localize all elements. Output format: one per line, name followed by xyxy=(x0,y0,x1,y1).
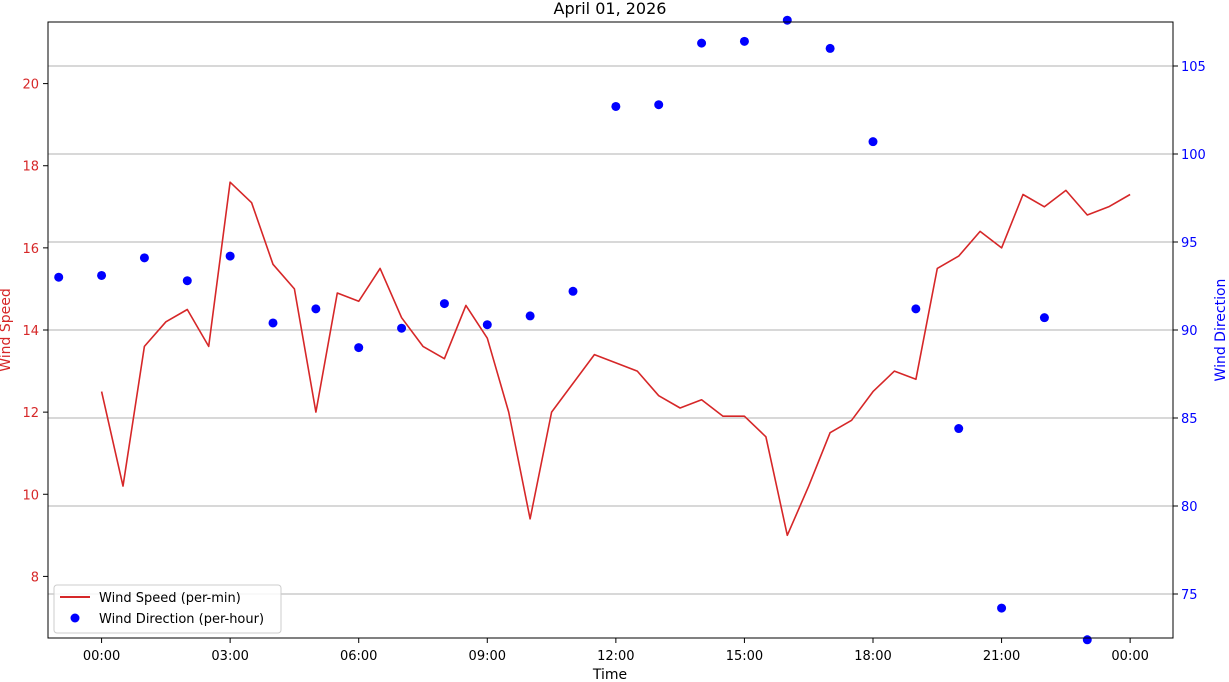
legend-dot-marker xyxy=(70,613,80,623)
x-tick-label: 06:00 xyxy=(340,649,377,664)
y-left-tick-label: 20 xyxy=(22,78,39,93)
y-left-tick-label: 12 xyxy=(22,406,39,421)
wind-direction-point xyxy=(739,36,749,46)
wind-direction-point xyxy=(139,253,149,263)
chart-title: April 01, 2026 xyxy=(554,0,667,18)
wind-direction-point xyxy=(225,251,235,261)
y-left-tick-label: 8 xyxy=(31,570,39,585)
y-right-tick-label: 90 xyxy=(1181,324,1198,339)
series-line-wind-speed xyxy=(100,181,1131,537)
y-right-tick-label: 100 xyxy=(1181,148,1206,163)
wind-direction-point xyxy=(825,43,835,53)
y-axis-label-left: Wind Speed xyxy=(0,288,14,372)
legend-label-speed: Wind Speed (per-min) xyxy=(99,591,241,606)
x-tick-label: 15:00 xyxy=(726,649,763,664)
x-tick-label: 03:00 xyxy=(211,649,248,664)
x-tick-label: 09:00 xyxy=(469,649,506,664)
y-axis-label-right: Wind Direction xyxy=(1213,279,1229,382)
wind-direction-point xyxy=(954,424,964,434)
y-left-tick-label: 18 xyxy=(22,160,39,175)
wind-direction-point xyxy=(54,272,64,282)
y-right-tick-label: 105 xyxy=(1181,60,1206,75)
x-tick-label: 00:00 xyxy=(83,649,120,664)
wind-direction-point xyxy=(397,323,407,333)
y-left-tick-label: 14 xyxy=(22,324,39,339)
wind-direction-point xyxy=(568,286,578,296)
wind-direction-point xyxy=(482,320,492,330)
wind-direction-point xyxy=(1082,635,1092,645)
axes: 75 80 85 90 95 100 105 8 10 12 14 16 18 20 00:00 03:00 0… xyxy=(22,60,1205,664)
wind-direction-point xyxy=(654,100,664,110)
x-tick-label: 18:00 xyxy=(854,649,891,664)
x-tick-label: 12:00 xyxy=(597,649,634,664)
wind-direction-point xyxy=(525,311,535,321)
wind-direction-point xyxy=(911,304,921,314)
x-axis-label: Time xyxy=(592,667,627,682)
wind-direction-point xyxy=(439,299,449,309)
wind-direction-point xyxy=(611,101,621,111)
wind-direction-point xyxy=(354,343,364,353)
y-right-tick-label: 95 xyxy=(1181,236,1198,251)
wind-direction-point xyxy=(868,137,878,147)
wind-direction-point xyxy=(97,270,107,280)
wind-direction-point xyxy=(997,603,1007,613)
legend-box xyxy=(53,584,282,634)
wind-direction-point xyxy=(697,38,707,48)
series-layer xyxy=(54,15,1131,645)
legend: Wind Speed (per-min) Wind Direction (per… xyxy=(53,584,282,634)
x-tick-label: 00:00 xyxy=(1111,649,1148,664)
wind-direction-point xyxy=(1039,313,1049,323)
y-right-tick-label: 80 xyxy=(1181,500,1198,515)
y-left-tick-label: 16 xyxy=(22,242,39,257)
y-right-tick-label: 85 xyxy=(1181,412,1198,427)
wind-direction-point xyxy=(311,304,321,314)
legend-label-direction: Wind Direction (per-hour) xyxy=(99,612,264,627)
y-right-tick-label: 75 xyxy=(1181,588,1198,603)
wind-direction-point xyxy=(182,276,192,286)
x-tick-label: 21:00 xyxy=(983,649,1020,664)
wind-direction-point xyxy=(268,318,278,328)
y-left-tick-label: 10 xyxy=(22,488,39,503)
wind-direction-point xyxy=(782,15,792,25)
